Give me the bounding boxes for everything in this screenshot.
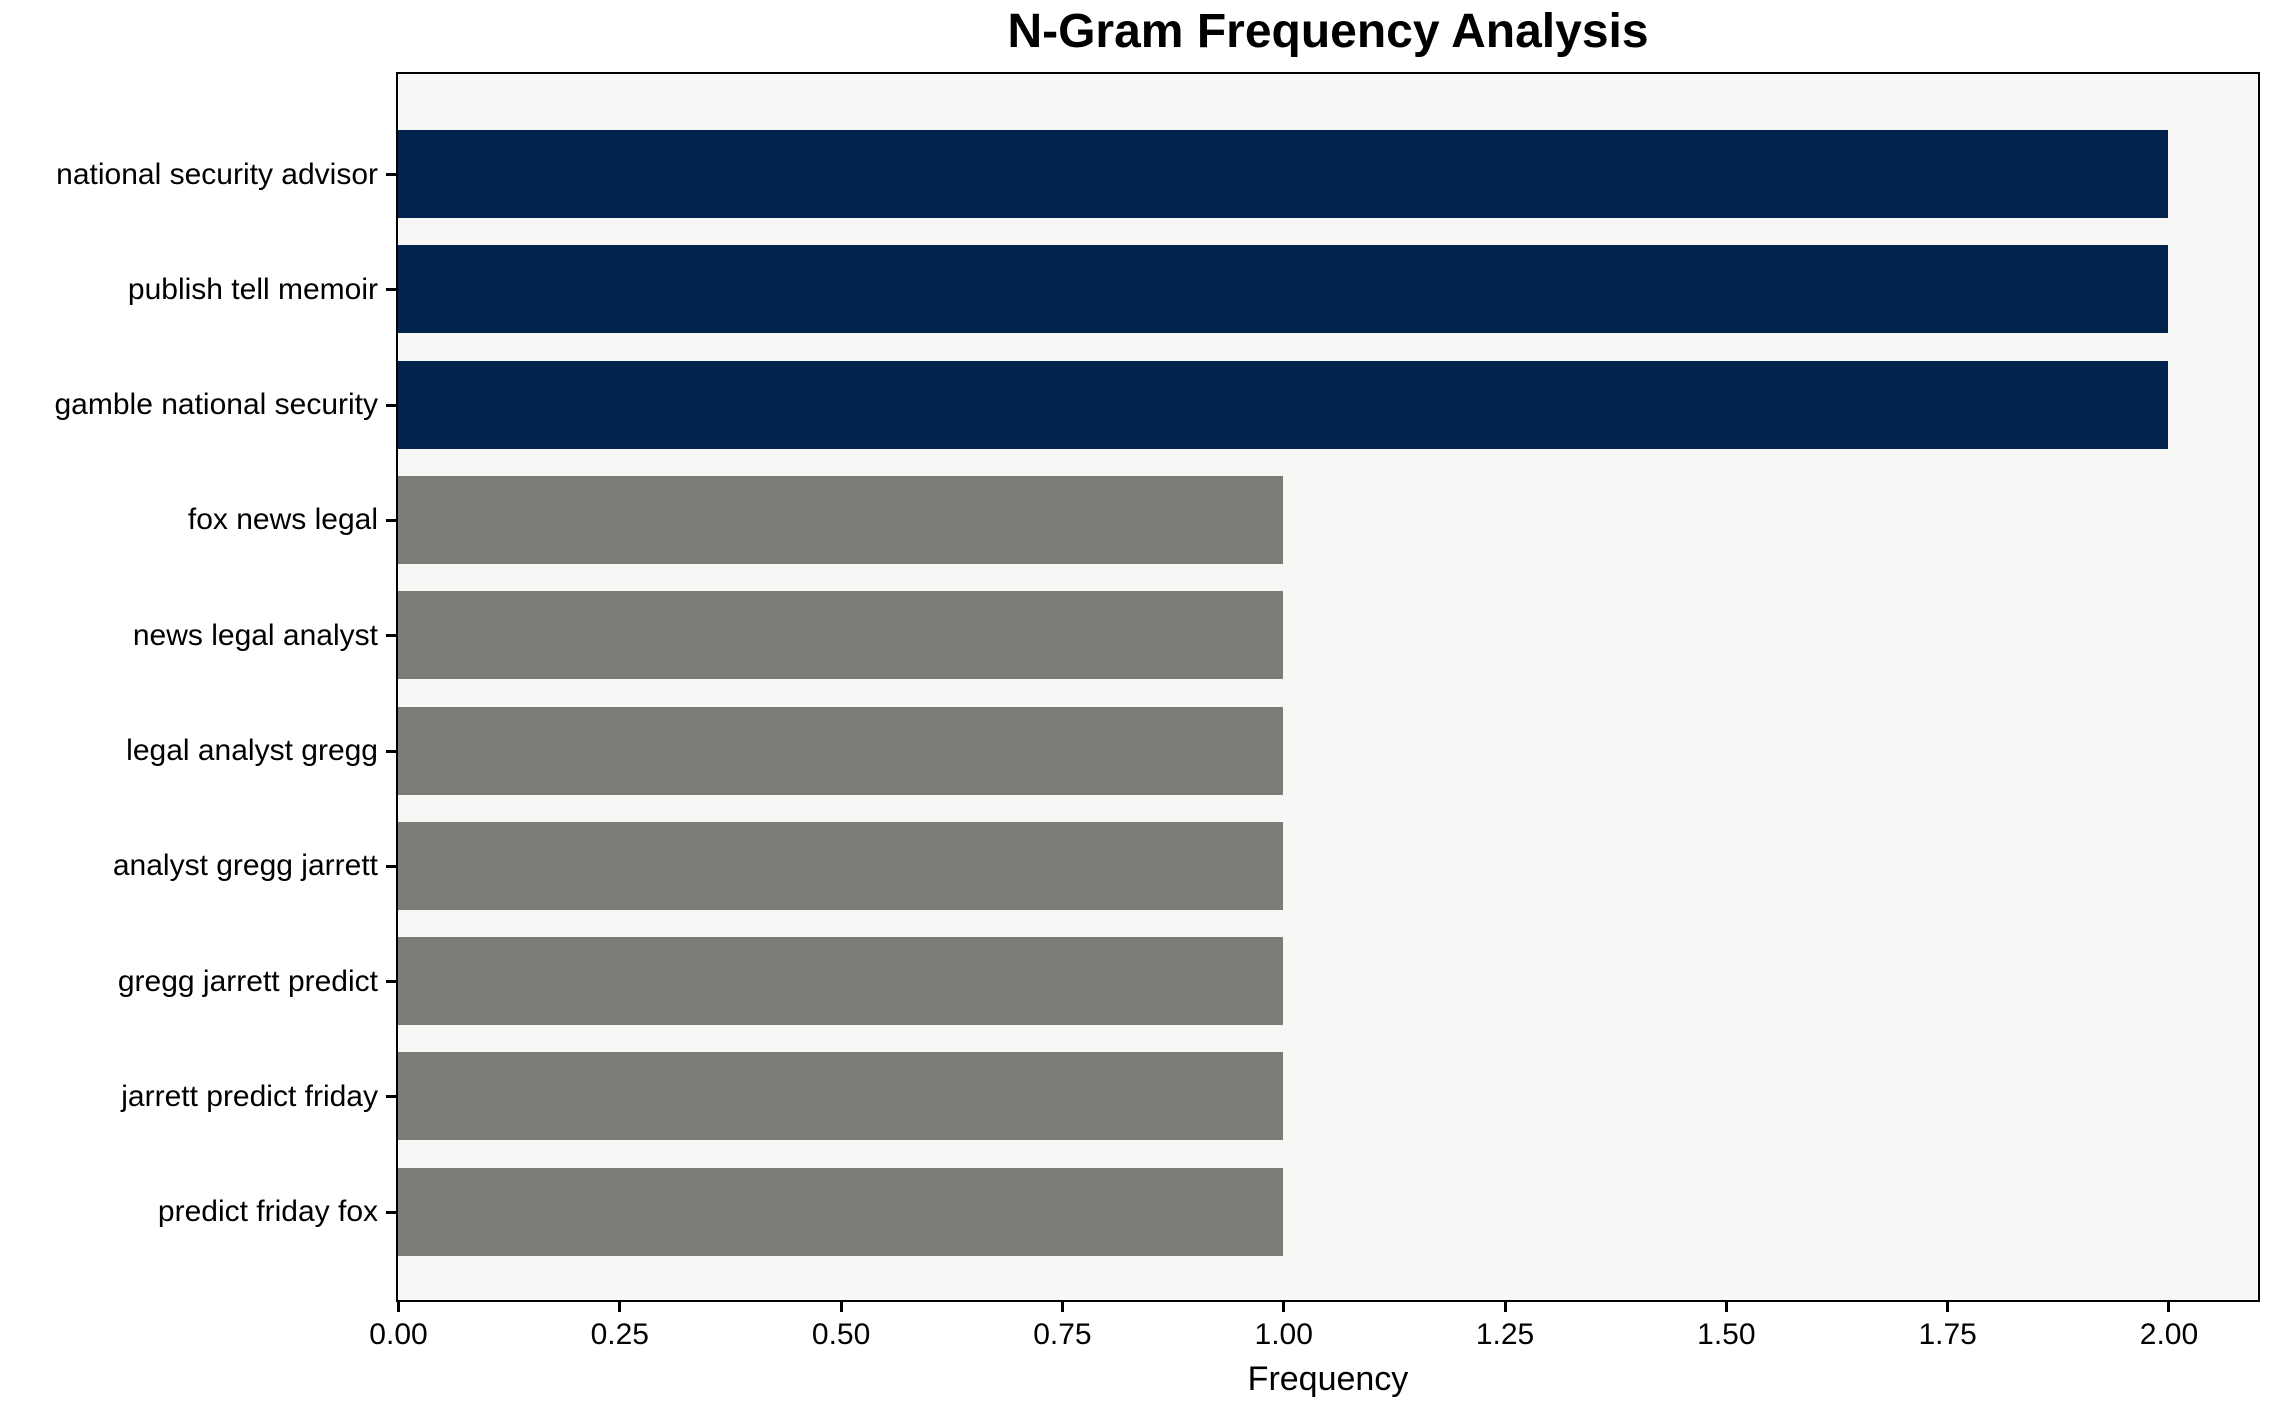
- x-tick: [1946, 1302, 1950, 1312]
- bar: [398, 821, 1284, 910]
- bar: [398, 360, 2169, 449]
- chart-title: N-Gram Frequency Analysis: [1007, 5, 1649, 58]
- x-tick-label: 0.75: [1033, 1318, 1092, 1351]
- y-tick: [386, 980, 396, 984]
- bar: [398, 591, 1284, 680]
- y-tick: [386, 1210, 396, 1214]
- x-tick-label: 1.75: [1918, 1318, 1977, 1351]
- x-tick: [1503, 1302, 1507, 1312]
- x-tick: [1282, 1302, 1286, 1312]
- y-tick-label: analyst gregg jarrett: [112, 849, 378, 883]
- x-tick: [618, 1302, 622, 1312]
- bar: [398, 130, 2169, 218]
- x-tick-label: 2.00: [2139, 1318, 2199, 1351]
- bar: [398, 706, 1284, 795]
- y-tick: [386, 864, 396, 868]
- bar: [398, 475, 1284, 564]
- x-tick: [1724, 1302, 1728, 1312]
- y-tick-label: publish tell memoir: [127, 272, 378, 306]
- x-tick: [2167, 1302, 2171, 1312]
- y-tick: [386, 403, 396, 407]
- bar: [398, 937, 1284, 1026]
- x-tick-label: 0.50: [811, 1318, 871, 1351]
- x-tick-label: 1.50: [1697, 1318, 1756, 1351]
- y-tick: [386, 1095, 396, 1099]
- x-tick-label: 0.25: [590, 1318, 649, 1351]
- x-tick: [1060, 1302, 1064, 1312]
- x-axis-title: Frequency: [1247, 1360, 1409, 1398]
- y-tick-label: gamble national security: [54, 388, 378, 422]
- bar: [398, 245, 2169, 334]
- x-tick-label: 1.00: [1254, 1318, 1313, 1351]
- y-tick-label: national security advisor: [56, 157, 378, 191]
- plot-area: [396, 72, 2260, 1302]
- y-tick-label: jarrett predict friday: [121, 1079, 378, 1113]
- y-tick: [386, 288, 396, 292]
- y-tick-label: gregg jarrett predict: [117, 964, 378, 998]
- y-tick: [386, 749, 396, 753]
- x-tick: [839, 1302, 843, 1312]
- x-tick: [397, 1302, 400, 1312]
- y-tick-label: legal analyst gregg: [126, 734, 378, 767]
- x-tick-label: 1.25: [1475, 1318, 1535, 1351]
- x-tick-label: 0.00: [369, 1318, 428, 1351]
- bar: [398, 1052, 1284, 1141]
- y-tick-label: news legal analyst: [132, 618, 378, 652]
- y-tick: [386, 173, 396, 176]
- y-tick-label: fox news legal: [187, 503, 378, 537]
- bar: [398, 1167, 1284, 1256]
- y-tick-label: predict friday fox: [157, 1195, 378, 1229]
- y-tick: [386, 518, 396, 522]
- y-tick: [386, 634, 396, 638]
